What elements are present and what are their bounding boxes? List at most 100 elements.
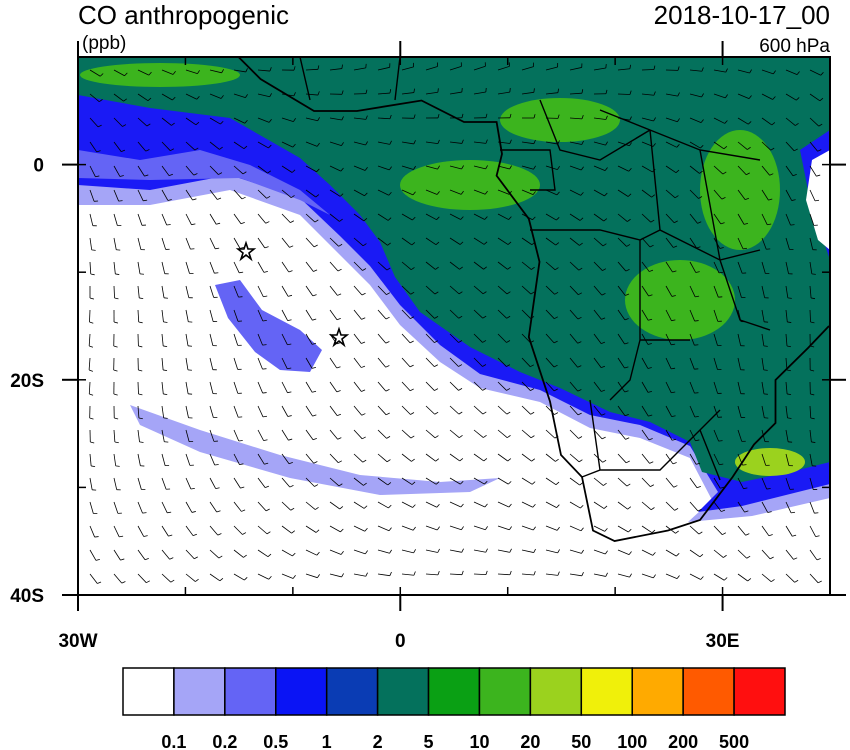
wind-barb <box>209 213 217 225</box>
wind-barb <box>163 345 168 348</box>
wind-barb <box>425 573 438 576</box>
wind-barb <box>241 196 246 200</box>
wind-barb <box>288 461 293 465</box>
wind-barb <box>353 261 363 271</box>
wind-barb <box>506 364 511 367</box>
wind-barb <box>651 529 656 533</box>
wind-barb <box>580 527 584 532</box>
wind-barb <box>401 501 413 508</box>
x-tick-label: 0 <box>395 631 406 652</box>
wind-barb <box>287 294 293 297</box>
wind-barb <box>161 381 164 394</box>
wind-barb <box>305 405 313 417</box>
wind-barb <box>185 405 189 418</box>
wind-barb <box>401 357 411 368</box>
wind-barb <box>257 213 266 224</box>
wind-barb <box>737 69 750 74</box>
wind-barb <box>593 333 602 344</box>
wind-barb <box>425 237 437 246</box>
wind-barb <box>312 318 317 321</box>
wind-barb <box>674 508 679 511</box>
wind-barb <box>617 477 628 487</box>
wind-barb <box>388 527 392 531</box>
wind-barb <box>137 525 145 537</box>
wind-barb <box>506 291 511 295</box>
wind-barb <box>305 285 314 297</box>
wind-barb <box>698 531 703 535</box>
wind-barb <box>554 291 559 295</box>
wind-barb <box>545 285 555 295</box>
wind-barb <box>767 223 772 226</box>
wind-barb <box>593 477 604 486</box>
wind-barb <box>673 245 678 248</box>
wind-barb <box>305 213 316 223</box>
wind-barb <box>473 213 485 220</box>
wind-barb <box>410 412 415 415</box>
wind-barb <box>737 525 746 536</box>
wind-barb <box>521 261 532 270</box>
wind-barb <box>192 533 197 537</box>
wind-barb <box>672 462 677 465</box>
wind-barb <box>89 165 96 177</box>
wind-barb <box>580 166 584 171</box>
wind-barb <box>385 341 390 344</box>
wind-barb <box>624 390 629 393</box>
wind-barb <box>545 381 555 392</box>
wind-barb <box>532 216 536 221</box>
wind-barb <box>317 574 320 578</box>
wind-barb <box>647 390 652 393</box>
wind-barb <box>743 487 748 490</box>
wind-barb <box>700 145 704 149</box>
wind-barb <box>458 340 463 343</box>
wind-barb <box>700 576 704 580</box>
wind-barb <box>233 525 243 535</box>
wind-barb <box>521 549 534 553</box>
bright-green-patch <box>500 98 620 142</box>
wind-barb <box>239 271 244 274</box>
wind-barb <box>449 285 460 295</box>
wind-barb <box>89 321 94 324</box>
wind-barb <box>267 553 272 557</box>
wind-barb <box>257 141 269 149</box>
wind-barb <box>593 381 602 392</box>
wind-barb <box>377 429 387 439</box>
wind-barb <box>329 405 338 416</box>
wind-barb <box>137 501 143 514</box>
wind-barb <box>138 345 143 348</box>
wind-barb <box>449 381 459 391</box>
wind-barb <box>581 89 584 94</box>
wind-barb <box>713 477 721 489</box>
wind-barb <box>809 405 812 419</box>
wind-barb <box>694 320 699 322</box>
wind-barb <box>377 357 387 368</box>
wind-barb <box>593 357 602 368</box>
wind-barb <box>497 549 510 553</box>
wind-barb <box>257 261 265 273</box>
wind-barb <box>482 364 487 367</box>
wind-barb <box>699 170 703 174</box>
wind-barb <box>815 535 820 537</box>
wind-barb <box>265 508 270 512</box>
wind-barb <box>185 333 189 346</box>
wind-barb <box>137 453 141 466</box>
wind-barb <box>219 577 224 582</box>
wind-barb <box>377 117 391 120</box>
colorbar-box <box>682 667 735 716</box>
wind-barb <box>257 237 266 249</box>
wind-barb <box>647 343 652 345</box>
wind-barb <box>449 573 463 576</box>
wind-barb <box>329 261 339 272</box>
wind-barb <box>569 189 581 196</box>
wind-barb <box>168 534 173 537</box>
wind-barb <box>311 342 317 345</box>
wind-barb <box>89 189 95 202</box>
wind-barb <box>113 345 118 348</box>
wind-barb <box>113 261 116 274</box>
wind-barb <box>577 341 582 344</box>
wind-barb <box>785 453 790 466</box>
wind-barb <box>641 117 654 122</box>
wind-barb <box>113 141 122 152</box>
wind-barb <box>689 405 696 418</box>
wind-barb <box>617 453 627 464</box>
wind-barb <box>459 458 464 462</box>
